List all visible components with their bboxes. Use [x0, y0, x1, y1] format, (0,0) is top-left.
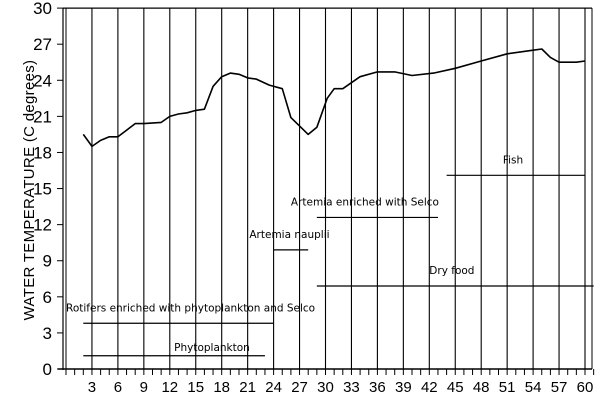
- x-tick-label: 27: [291, 379, 308, 396]
- y-tick-label: 12: [33, 216, 52, 235]
- x-tick-label: 3: [88, 379, 96, 396]
- annotation-label: Phytoplankton: [174, 342, 250, 354]
- x-tick-label: 9: [140, 379, 148, 396]
- y-tick-label: 27: [33, 35, 52, 54]
- y-tick-label: 18: [33, 143, 52, 162]
- temperature-line: [82, 48, 586, 148]
- x-tick-label: 21: [239, 379, 256, 396]
- y-tick-label: 9: [43, 252, 52, 271]
- y-tick-label: 24: [33, 71, 52, 90]
- annotation-label: Rotifers enriched with phytoplankton and…: [66, 302, 315, 314]
- y-tick-label: 15: [33, 180, 52, 199]
- y-axis: 0 3 6 9 12 15 18 21 24 27 30: [33, 0, 63, 379]
- feeding-annotations: Phytoplankton Rotifers enriched with phyt…: [66, 154, 594, 357]
- annotation-label: Artemia nauplii: [249, 229, 329, 241]
- x-tick-label: 48: [473, 379, 490, 396]
- x-tick-label: 51: [499, 379, 516, 396]
- x-tick-label: 42: [421, 379, 438, 396]
- y-tick-label: 3: [43, 324, 52, 343]
- x-tick-label: 33: [343, 379, 360, 396]
- x-tick-label: 60: [577, 379, 594, 396]
- x-tick-label: 12: [161, 379, 178, 396]
- x-tick-label: 54: [525, 379, 542, 396]
- annotation-label: Fish: [503, 154, 523, 166]
- x-tick-label: 36: [369, 379, 386, 396]
- x-tick-label: 39: [395, 379, 412, 396]
- y-tick-label: 30: [33, 0, 52, 18]
- x-tick-label: 57: [551, 379, 568, 396]
- x-axis: 3 6 9 12 15 18 21 24 27 30 33 36 39 42 45 48 51 54 57 60: [65, 369, 595, 396]
- vertical-grid-lines: [65, 8, 593, 369]
- annotation-label: Artemia enriched with Selco: [291, 196, 439, 208]
- annotation-label: Dry food: [429, 265, 474, 277]
- y-tick-label: 0: [43, 360, 52, 379]
- x-tick-label: 15: [187, 379, 204, 396]
- y-tick-label: 6: [43, 288, 52, 307]
- x-tick-label: 6: [114, 379, 122, 396]
- y-tick-label: 21: [33, 107, 52, 126]
- y-axis-label: WATER TEMPERATURE (C degrees): [21, 60, 38, 321]
- x-tick-label: 24: [265, 379, 282, 396]
- x-tick-label: 18: [213, 379, 230, 396]
- x-tick-label: 30: [317, 379, 334, 396]
- x-tick-label: 45: [447, 379, 464, 396]
